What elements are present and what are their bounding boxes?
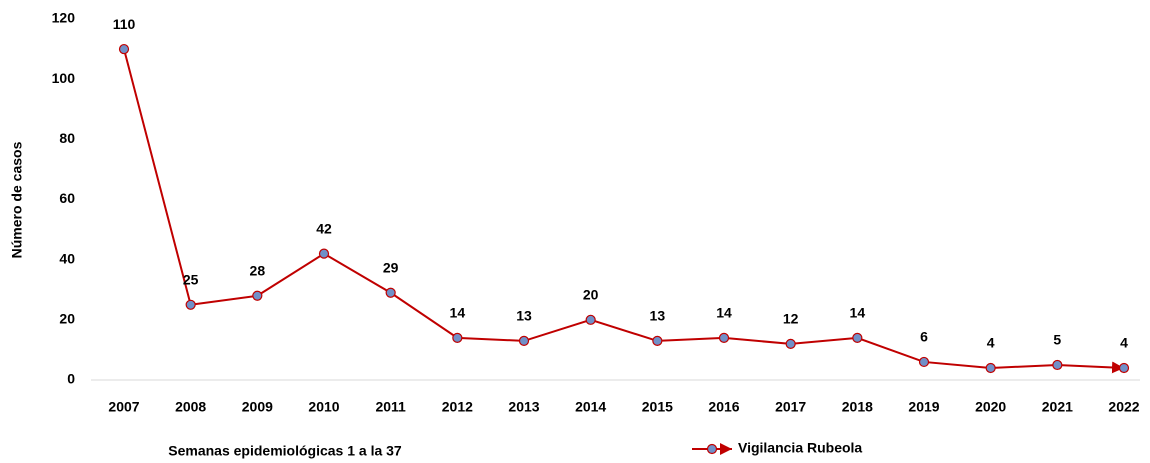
data-point — [518, 335, 530, 346]
data-point — [1118, 362, 1130, 374]
x-tick-label: 2010 — [308, 399, 339, 415]
data-point — [252, 290, 263, 301]
x-tick-label: 2012 — [442, 399, 473, 415]
data-label: 110 — [113, 16, 136, 32]
data-label: 25 — [183, 271, 199, 287]
x-tick-label: 2022 — [1108, 399, 1139, 415]
data-point — [585, 314, 596, 325]
y-tick-label: 0 — [67, 371, 75, 387]
series-line — [123, 48, 1125, 374]
data-point — [452, 332, 463, 343]
x-tick-label: 2011 — [375, 399, 406, 415]
x-axis-label: Semanas epidemiológicas 1 a la 37 — [168, 443, 402, 459]
y-tick-label: 100 — [52, 70, 76, 86]
x-tick-label: 2019 — [908, 399, 939, 415]
x-tick-label: 2009 — [242, 399, 273, 415]
data-label: 20 — [583, 287, 599, 303]
x-tick-label: 2018 — [842, 399, 873, 415]
y-tick-label: 120 — [52, 10, 76, 26]
y-tick-label: 80 — [59, 130, 75, 146]
data-point — [852, 332, 863, 343]
data-label: 13 — [650, 308, 666, 324]
data-label: 12 — [783, 311, 799, 327]
data-point — [185, 299, 196, 310]
data-point — [785, 338, 796, 349]
data-point — [385, 287, 396, 298]
data-label: 4 — [1120, 335, 1128, 351]
data-point — [652, 335, 663, 346]
x-tick-label: 2015 — [642, 399, 673, 415]
data-point — [918, 356, 930, 368]
data-label: 29 — [383, 259, 399, 275]
data-label: 42 — [316, 220, 332, 236]
y-tick-label: 60 — [59, 190, 75, 206]
data-point — [1052, 359, 1063, 371]
x-tick-label: 2020 — [975, 399, 1006, 415]
y-tick-label: 40 — [59, 250, 75, 266]
x-tick-label: 2013 — [508, 399, 539, 415]
data-label: 4 — [987, 335, 995, 351]
data-label: 14 — [716, 305, 732, 321]
data-point — [985, 362, 996, 374]
data-label: 6 — [920, 329, 928, 345]
data-label: 14 — [450, 305, 466, 321]
data-point — [318, 248, 330, 259]
x-tick-label: 2014 — [575, 399, 606, 415]
x-tick-label: 2008 — [175, 399, 206, 415]
x-tick-label: 2021 — [1042, 399, 1073, 415]
x-tick-label: 2017 — [775, 399, 806, 415]
data-label: 28 — [250, 262, 266, 278]
x-tick-label: 2016 — [708, 399, 739, 415]
y-axis-label: Número de casos — [9, 141, 25, 258]
data-label: 14 — [850, 305, 866, 321]
data-point — [718, 332, 730, 343]
x-tick-label: 2007 — [108, 399, 139, 415]
data-point — [118, 43, 130, 55]
legend-marker — [706, 443, 718, 455]
data-label: 5 — [1053, 332, 1061, 348]
data-label: 13 — [516, 308, 532, 324]
y-tick-label: 20 — [59, 311, 75, 327]
legend-label: Vigilancia Rubeola — [738, 440, 862, 456]
